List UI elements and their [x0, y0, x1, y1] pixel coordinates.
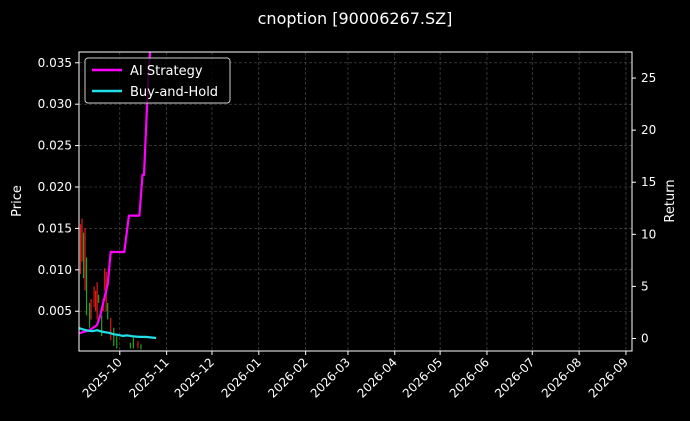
right-tick-label: 10: [641, 227, 656, 241]
right-tick-label: 15: [641, 175, 656, 189]
right-tick-label: 25: [641, 71, 656, 85]
left-tick-label: 0.005: [38, 304, 72, 318]
legend: AI Strategy Buy-and-Hold: [84, 57, 231, 104]
left-tick-label: 0.025: [38, 139, 72, 153]
right-axis: 0 5 10 15 20 25: [632, 71, 656, 345]
right-tick-label: 5: [641, 279, 649, 293]
left-tick-label: 0.015: [38, 221, 72, 235]
y-axis-label-right: Return: [663, 179, 678, 222]
grid: [79, 52, 632, 351]
series-line-buy-and-hold: [78, 327, 157, 340]
left-tick-label: 0.035: [38, 56, 72, 70]
legend-label-ai-strategy: AI Strategy: [130, 64, 203, 79]
chart-title: cnoption [90006267.SZ]: [258, 9, 453, 28]
series-lines: [78, 51, 157, 340]
right-tick-label: 0: [641, 331, 649, 345]
left-tick-label: 0.030: [38, 97, 72, 111]
legend-label-buy-and-hold: Buy-and-Hold: [130, 85, 218, 100]
left-tick-label: 0.010: [38, 263, 72, 277]
right-tick-label: 20: [641, 123, 656, 137]
series-line-ai-strategy: [78, 51, 152, 335]
left-axis: 0.005 0.010 0.015 0.020 0.025 0.030 0.035: [38, 56, 79, 318]
y-axis-label-left: Price: [10, 185, 25, 217]
left-tick-label: 0.020: [38, 180, 72, 194]
plot-frame: [78, 51, 633, 352]
